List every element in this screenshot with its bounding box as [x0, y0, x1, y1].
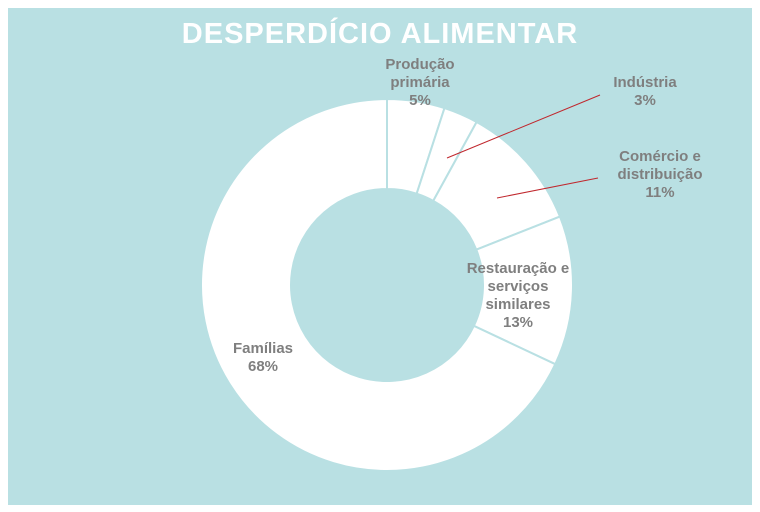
- value-label: 3%: [634, 92, 656, 109]
- value-label: 5%: [409, 92, 431, 109]
- segment-label: Comércio e distribuição 11%: [585, 148, 735, 202]
- segment-label: Restauração e serviços similares 13%: [453, 260, 583, 332]
- leader-line: [446, 94, 601, 159]
- segment-label: Indústria 3%: [580, 74, 710, 110]
- chart: [200, 94, 601, 472]
- chart-title: DESPERDÍCIO ALIMENTAR: [181, 18, 579, 50]
- category-label: Indústria: [613, 74, 677, 91]
- chart-panel: DESPERDÍCIO ALIMENTAR Produção primária 5…: [8, 8, 752, 505]
- value-label: 13%: [502, 314, 534, 331]
- value-label: 11%: [645, 184, 675, 201]
- category-label: Comércio e distribuição: [617, 148, 703, 183]
- value-label: 68%: [247, 358, 279, 375]
- category-label: Produção primária: [385, 56, 455, 91]
- category-label: Famílias: [232, 340, 294, 357]
- leader-line: [496, 177, 599, 199]
- donut-segment: [200, 97, 557, 472]
- category-label: Restauração e serviços similares: [466, 260, 570, 313]
- segment-label: Produção primária 5%: [370, 56, 470, 110]
- segment-label: Famílias 68%: [208, 340, 318, 376]
